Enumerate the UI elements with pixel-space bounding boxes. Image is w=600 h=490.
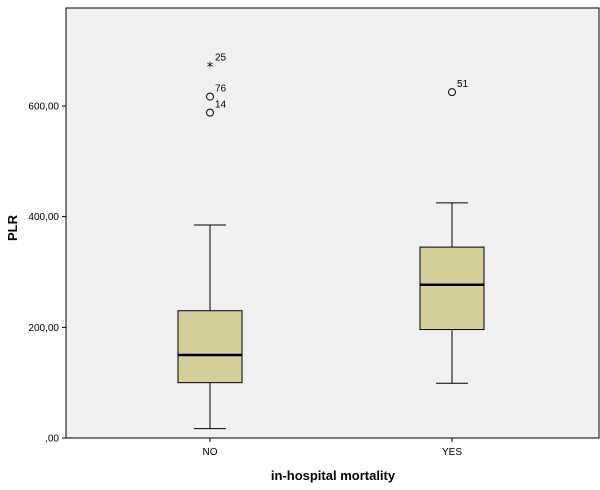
outlier-circle xyxy=(448,88,456,97)
box-yes: 51 xyxy=(419,79,485,384)
y-tick-label: 400,00 xyxy=(28,212,59,223)
outlier-label: 14 xyxy=(215,100,227,111)
y-tick-label: 200,00 xyxy=(28,323,59,334)
x-tick-label: YES xyxy=(442,447,462,458)
box-no: *25 76 14 xyxy=(177,53,243,430)
boxes-group: *25 76 14 51 xyxy=(177,53,485,430)
plot-area xyxy=(65,7,600,439)
y-axis-title: PLR xyxy=(5,214,20,241)
outlier-label: 51 xyxy=(457,79,469,90)
y-tick-label: ,00 xyxy=(45,434,59,445)
outlier-circle xyxy=(206,108,214,117)
x-axis: NO YES xyxy=(203,438,462,458)
iqr-box xyxy=(419,246,485,331)
x-axis-title: in-hospital mortality xyxy=(271,468,396,483)
y-axis: ,00 200,00 400,00 600,00 xyxy=(28,102,66,445)
x-tick-label: NO xyxy=(203,447,218,458)
outlier-label: 76 xyxy=(215,84,227,95)
iqr-box xyxy=(177,310,243,384)
outlier-label: 25 xyxy=(215,53,227,64)
outlier-star: * xyxy=(207,61,214,76)
y-tick-label: 600,00 xyxy=(28,102,59,113)
outlier-circle xyxy=(206,92,214,101)
